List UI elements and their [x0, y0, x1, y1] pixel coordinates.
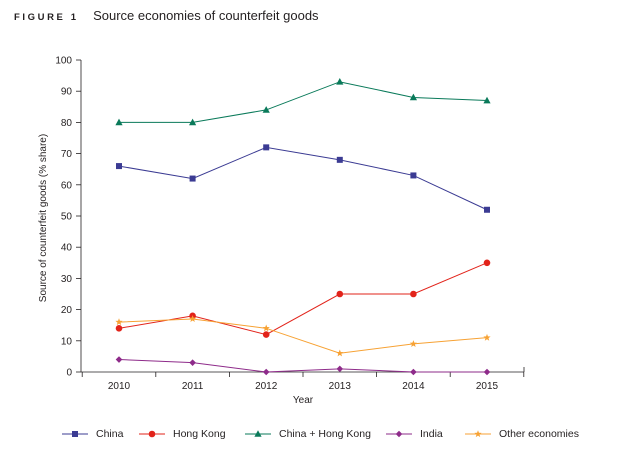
data-point-china: [484, 206, 490, 213]
data-point-other-economies: [409, 340, 418, 347]
y-tick-label: 10: [61, 336, 73, 347]
series-india: [115, 356, 491, 376]
y-tick-label: 100: [55, 56, 72, 67]
x-axis-title: Year: [293, 395, 314, 406]
series-line-china-hong-kong: [119, 81, 488, 123]
data-point-hong-kong: [336, 290, 344, 298]
data-point-other-economies: [262, 324, 270, 332]
series-china: [116, 144, 490, 213]
series-layer: [115, 78, 491, 376]
x-ticks: 2010 2011 2012 2013 2014 2015: [81, 367, 525, 392]
data-point-china: [336, 156, 343, 163]
legend-swatch-china: [62, 431, 88, 437]
data-point-china-hong-kong: [336, 78, 344, 85]
legend-label: Hong Kong: [173, 428, 226, 440]
x-tick-label: 2012: [255, 381, 278, 392]
data-point-india: [483, 368, 491, 376]
data-point-china: [189, 175, 196, 182]
legend-label: Other economies: [499, 428, 579, 440]
legend-marker: [395, 430, 403, 438]
data-point-other-economies: [115, 318, 123, 326]
data-point-india: [115, 356, 123, 363]
legend-swatch-china-hong-kong: [245, 430, 271, 437]
legend-marker: [474, 430, 482, 438]
y-tick-label: 30: [61, 274, 73, 285]
y-tick-label: 50: [61, 212, 73, 223]
legend-swatch-other-economies: [465, 430, 491, 438]
series-china-hong-kong: [115, 78, 491, 126]
legend-swatch-hong-kong: [139, 430, 165, 438]
data-point-china-hong-kong: [409, 93, 417, 101]
series-line-india: [118, 359, 487, 373]
y-tick-label: 40: [61, 243, 73, 254]
data-point-china-hong-kong: [189, 118, 197, 126]
data-point-hong-kong: [115, 325, 123, 332]
y-tick-label: 80: [61, 118, 73, 129]
y-tick-label: 90: [61, 87, 73, 98]
data-point-hong-kong: [483, 259, 491, 267]
data-point-india: [410, 368, 417, 376]
x-tick-label: 2010: [108, 381, 131, 392]
data-point-india: [189, 359, 196, 366]
series-line-china: [118, 146, 488, 211]
y-tick-label: 60: [61, 180, 73, 191]
y-tick-label: 0: [66, 368, 72, 379]
chart-title: Source economies of counterfeit goods: [93, 8, 319, 23]
y-ticks: 0 10 20 30 40 50 60 70 80 90 100: [55, 56, 81, 379]
data-point-india: [336, 365, 344, 373]
legend-swatch-india: [386, 430, 412, 438]
data-point-india: [262, 368, 270, 376]
legend: China Hong Kong China + Hong Kong India Othe…: [0, 428, 640, 448]
data-point-china: [410, 172, 417, 179]
data-point-china-hong-kong: [483, 96, 491, 104]
legend-item-india: India: [386, 428, 443, 440]
x-tick-label: 2011: [182, 381, 204, 392]
legend-item-china: China: [62, 428, 123, 440]
series-line-other-economies: [118, 318, 488, 354]
data-point-china: [116, 163, 122, 170]
series-other-economies: [115, 315, 491, 357]
series-hong-kong: [115, 259, 491, 338]
figure-header: FIGURE 1 Source economies of counterfeit…: [14, 7, 319, 25]
data-point-china-hong-kong: [115, 118, 123, 126]
legend-marker: [254, 430, 262, 437]
data-point-hong-kong: [410, 290, 417, 298]
legend-label: India: [420, 428, 443, 440]
legend-marker: [148, 430, 156, 438]
data-point-other-economies: [336, 349, 344, 357]
y-axis-title: Source of counterfeit goods (% share): [38, 134, 49, 302]
x-tick-label: 2013: [329, 381, 352, 392]
legend-marker: [72, 431, 78, 437]
legend-label: China: [96, 428, 124, 440]
data-point-china-hong-kong: [262, 106, 270, 113]
x-tick-label: 2015: [476, 381, 499, 392]
x-tick-label: 2014: [402, 381, 425, 392]
y-tick-label: 70: [61, 149, 73, 160]
series-line-hong-kong: [118, 262, 488, 336]
legend-label: China + Hong Kong: [279, 428, 371, 440]
legend-item-china-hong-kong: China + Hong Kong: [245, 428, 371, 440]
figure-label: FIGURE 1: [14, 12, 79, 23]
legend-item-other-economies: Other economies: [465, 428, 579, 440]
data-point-china: [263, 144, 270, 151]
data-point-other-economies: [483, 333, 491, 341]
data-point-other-economies: [188, 315, 197, 323]
data-point-hong-kong: [262, 331, 270, 338]
legend-item-hong-kong: Hong Kong: [139, 428, 226, 440]
y-tick-label: 20: [61, 305, 73, 316]
